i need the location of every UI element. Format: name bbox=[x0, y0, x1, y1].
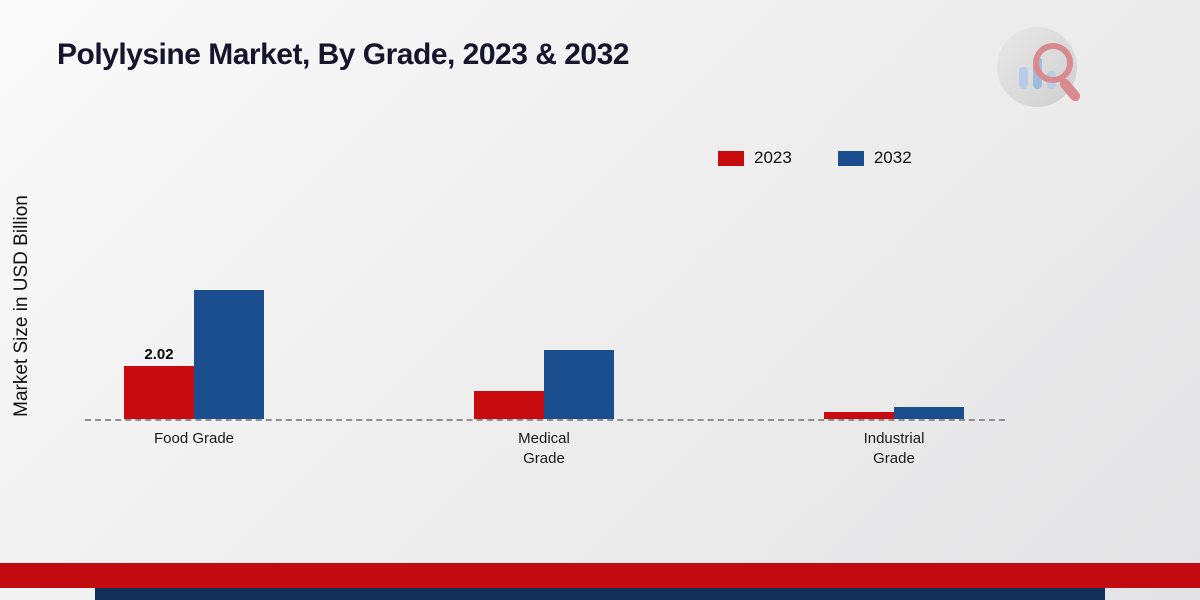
legend-swatch-2023 bbox=[718, 150, 744, 166]
legend-label-2032: 2032 bbox=[873, 148, 912, 167]
legend-item-2032: 2032 bbox=[837, 148, 912, 168]
category-label: Medical Grade bbox=[518, 430, 570, 467]
bar-2023-medical-grade bbox=[474, 391, 544, 419]
legend-swatch-2032 bbox=[837, 150, 864, 166]
bar-2023-industrial-grade bbox=[824, 412, 894, 419]
legend: 2023 2032 bbox=[718, 148, 912, 168]
category-label: Industrial Grade bbox=[863, 430, 925, 467]
legend-label-2023: 2023 bbox=[754, 148, 792, 167]
bar-group-medical-grade: Medical Grade bbox=[474, 287, 614, 467]
bar-2023-food-grade: 2.02 bbox=[124, 346, 194, 419]
bar-2032-industrial-grade bbox=[894, 407, 964, 419]
footer-red-band bbox=[0, 563, 1200, 588]
chart-title: Polylysine Market, By Grade, 2023 & 2032 bbox=[57, 38, 630, 71]
legend-item-2023: 2023 bbox=[718, 148, 792, 168]
bar-2032-food-grade bbox=[194, 289, 264, 419]
bar-2032-medical-grade bbox=[544, 350, 614, 419]
x-axis-baseline bbox=[85, 419, 1005, 421]
market-research-logo bbox=[995, 25, 1087, 117]
footer-navy-band bbox=[95, 588, 1105, 600]
value-label: 2.02 bbox=[144, 345, 174, 363]
bar-group-industrial-grade: Industrial Grade bbox=[824, 287, 964, 467]
bar-group-food-grade: 2.02 Food Grade bbox=[124, 287, 264, 447]
category-label: Food Grade bbox=[153, 430, 235, 447]
logo-graphic bbox=[997, 27, 1081, 107]
